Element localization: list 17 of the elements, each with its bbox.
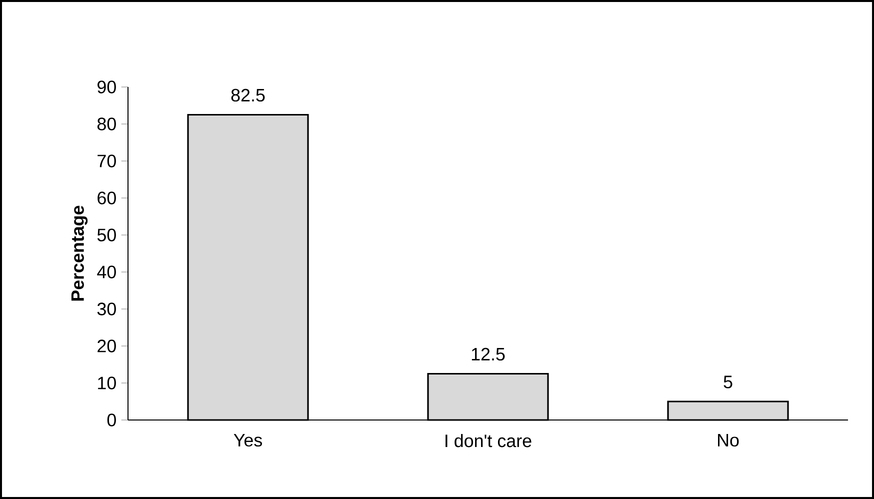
x-tick-label: No [718,434,739,447]
y-tick-label: 0 [107,414,116,426]
y-tick-label: 30 [97,302,116,316]
x-tick-label: I don't care [446,434,532,448]
y-tick-label: 60 [98,192,116,204]
y-tick-label: 90 [98,80,116,94]
y-tick-label: 20 [98,340,116,352]
y-tick-label: 80 [97,118,116,130]
data-label: 12.5 [472,348,505,361]
y-axis-title: Percentage [71,206,88,301]
data-label: 5 [724,376,732,388]
y-tick-label: 40 [97,266,116,278]
y-tick-label: 10 [98,376,116,390]
y-tick-label: 70 [98,154,116,168]
x-tick-label: Yes [234,434,262,447]
y-tick-label: 50 [97,228,116,242]
data-label: 82.5 [231,88,265,102]
